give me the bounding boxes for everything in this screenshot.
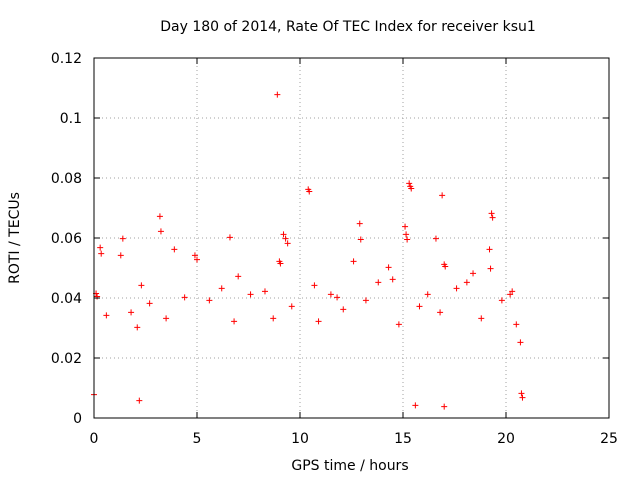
data-points [91,91,526,410]
data-point [507,291,514,298]
data-point [157,228,164,235]
data-point [395,321,402,328]
data-point [356,220,363,227]
data-point [171,246,178,253]
data-point [206,297,213,304]
data-point [191,252,198,259]
data-point [181,294,188,301]
data-point [442,263,449,270]
data-point [235,273,242,280]
y-tick-label: 0.02 [51,351,82,367]
data-point [408,185,415,192]
data-point [119,235,126,242]
data-point [315,318,322,325]
data-point [327,291,334,298]
data-point [163,315,170,322]
data-point [334,294,341,301]
data-point [350,258,357,265]
data-point [284,240,291,247]
data-point [385,264,392,271]
y-tick-label: 0.06 [51,231,82,247]
y-axis-label: ROTI / TECUs [7,192,23,284]
data-point [424,291,431,298]
axis-ticks: 0 5 10 15 20 25 0 0.02 0.04 0.06 0.08 0.1 0.12 [51,51,618,447]
data-point [519,394,526,401]
data-point [375,279,382,286]
chart-title: Day 180 of 2014, Rate Of TEC Index for r… [160,19,536,35]
data-point [453,285,460,292]
data-point [463,279,470,286]
data-point [306,188,313,195]
data-point [270,315,277,322]
data-point [486,246,493,253]
data-point [97,244,104,251]
data-point [437,309,444,316]
data-point [103,312,110,319]
data-point [513,321,520,328]
data-point [404,236,411,243]
data-point [98,250,105,257]
x-tick-label: 20 [497,431,515,447]
data-point [357,236,364,243]
x-tick-label: 5 [193,431,202,447]
data-point [226,234,233,241]
data-point [432,235,439,242]
data-point [389,276,396,283]
plot-frame [93,57,610,419]
data-point [487,265,494,272]
data-point [261,288,268,295]
data-point [146,300,153,307]
x-tick-label: 10 [291,431,309,447]
data-point [406,180,413,187]
data-point [128,309,135,316]
grid-lines [94,58,609,418]
y-tick-label: 0.1 [60,111,82,127]
x-tick-label: 0 [90,431,99,447]
data-point [247,291,254,298]
data-point [277,260,284,267]
data-point [478,315,485,322]
data-point [412,402,419,409]
data-point [280,231,287,238]
data-point [416,303,423,310]
data-point [340,306,347,313]
data-point [231,318,238,325]
data-point [489,214,496,221]
data-point [282,235,289,242]
data-point [402,223,409,230]
data-point [439,192,446,199]
data-point [311,282,318,289]
data-point [134,324,141,331]
data-point [218,285,225,292]
data-point [194,256,200,263]
data-point [156,213,163,220]
data-point [470,270,477,277]
y-tick-label: 0 [73,411,82,427]
data-point [441,403,448,410]
data-point [136,397,143,404]
x-tick-label: 15 [394,431,412,447]
y-tick-label: 0.04 [51,291,82,307]
x-axis-label: GPS time / hours [291,458,408,474]
data-point [288,303,295,310]
data-point [403,231,410,238]
data-point [517,339,524,346]
data-point [274,91,281,98]
data-point [94,293,101,300]
x-tick-label: 25 [600,431,618,447]
data-point [518,390,525,397]
data-point [117,252,124,259]
data-point [488,210,495,217]
data-point [498,297,505,304]
data-point [362,297,369,304]
y-tick-label: 0.08 [51,171,82,187]
data-point [138,282,145,289]
y-tick-label: 0.12 [51,51,82,67]
